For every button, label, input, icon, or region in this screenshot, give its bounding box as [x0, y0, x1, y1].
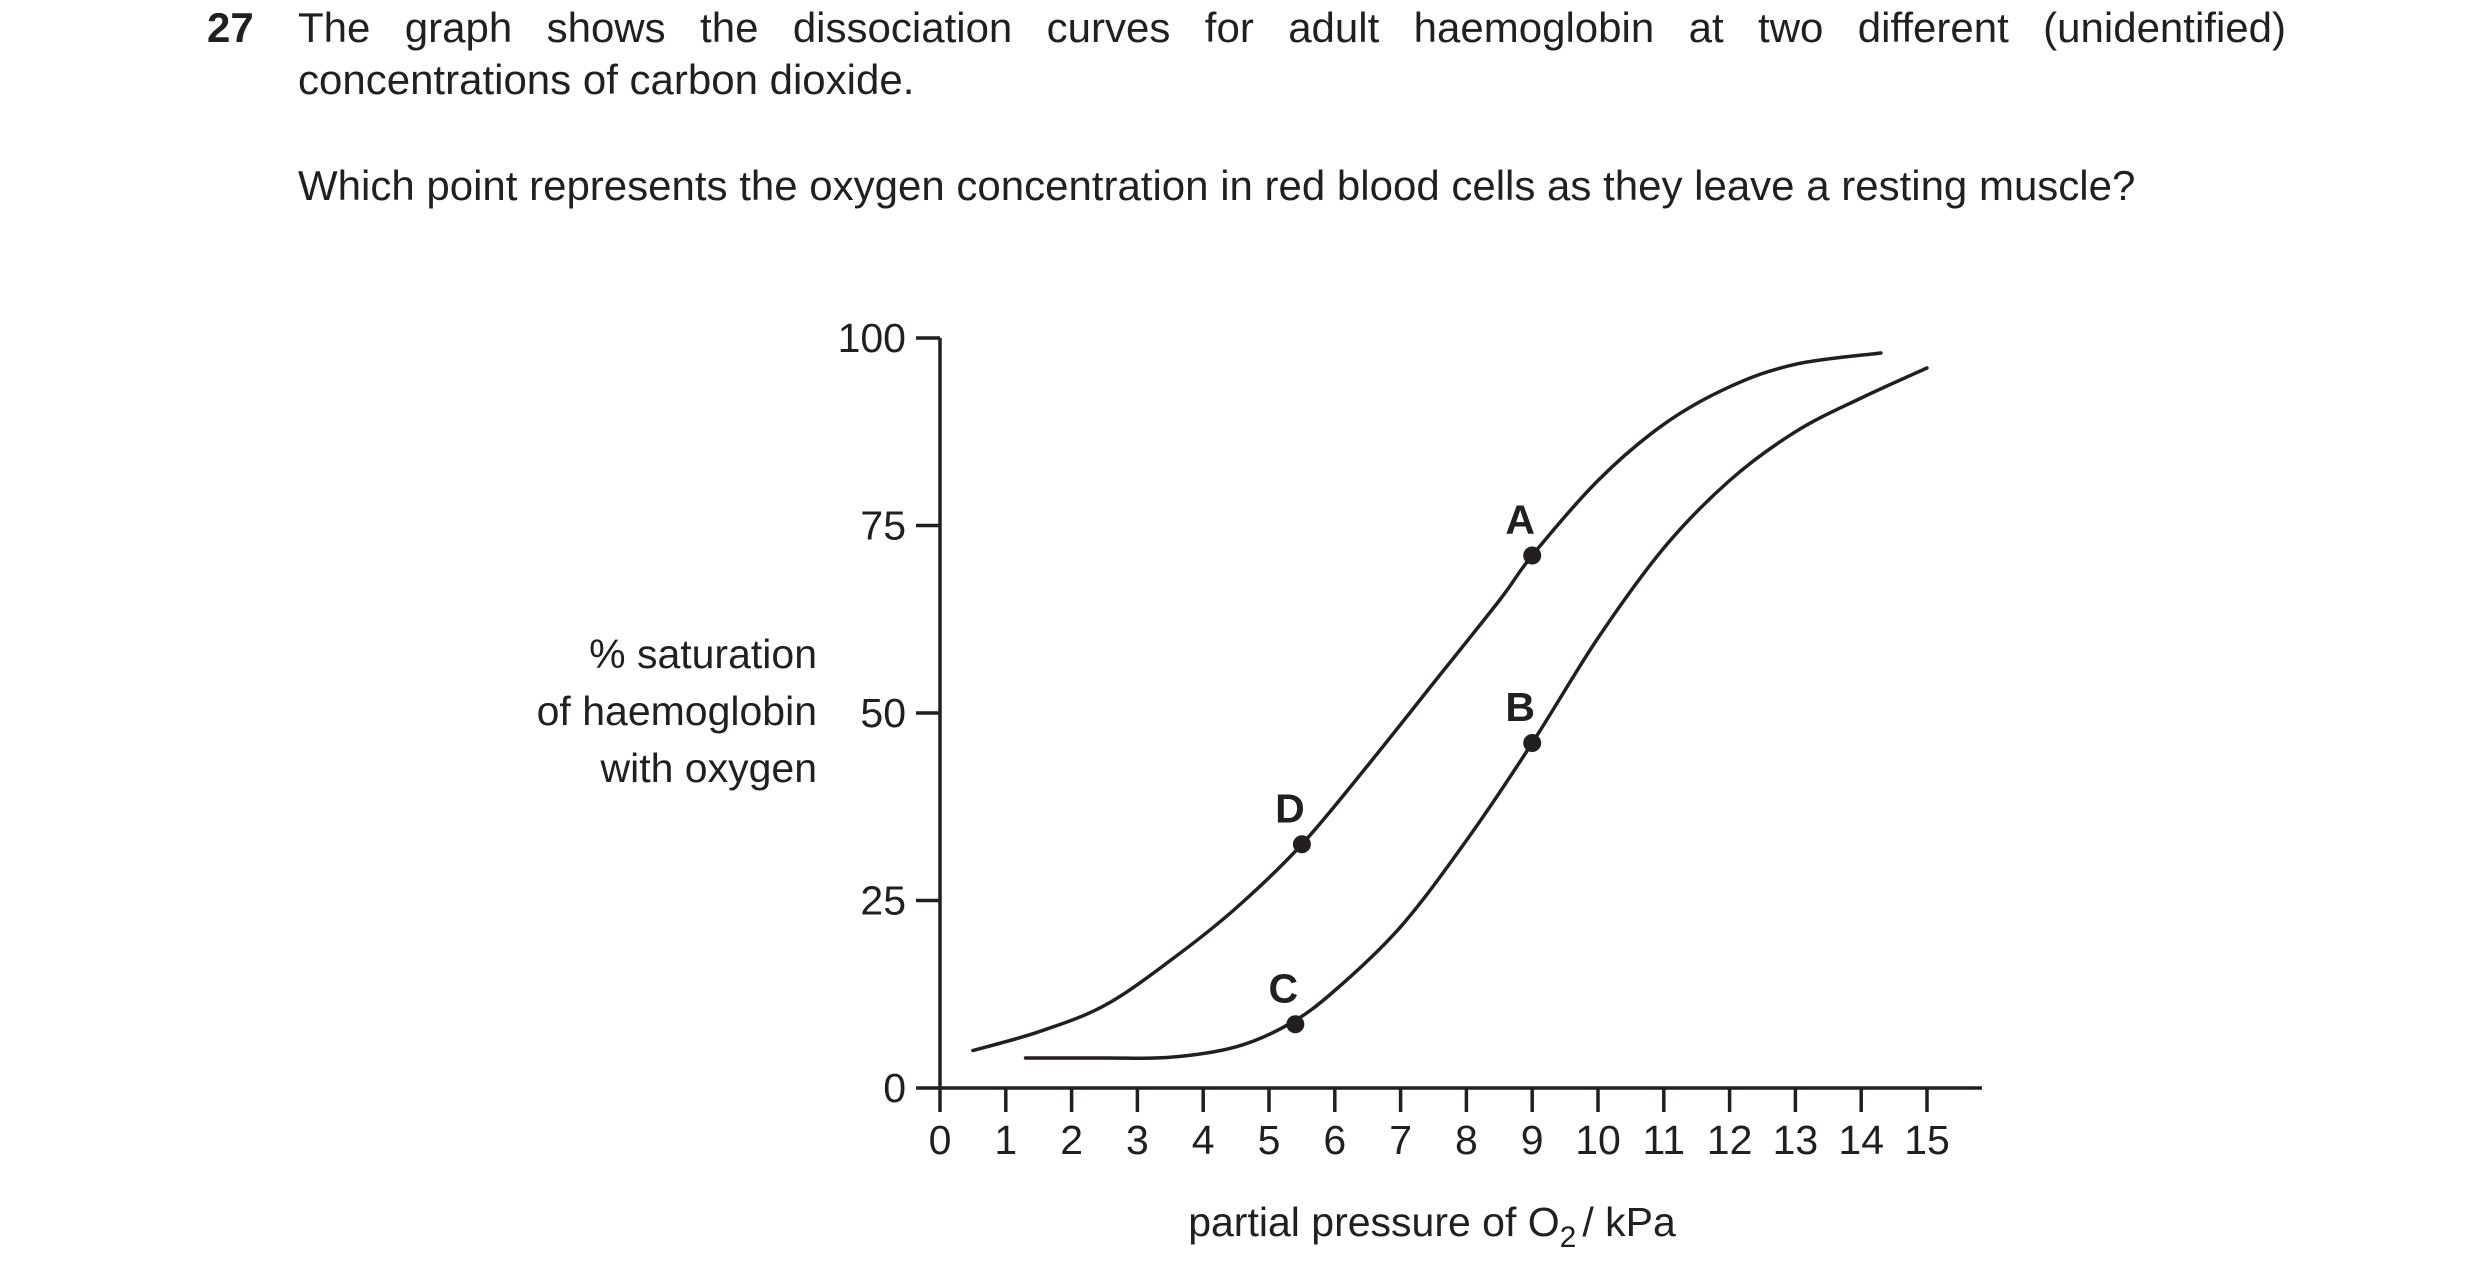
x-tick-label: 0 — [929, 1117, 952, 1163]
x-tick-label: 8 — [1455, 1117, 1478, 1163]
point-a — [1523, 546, 1542, 565]
y-tick-label: 50 — [860, 690, 906, 736]
x-tick-label: 6 — [1323, 1117, 1346, 1163]
x-tick-label: 9 — [1521, 1117, 1544, 1163]
question-number: 27 — [207, 4, 254, 51]
point-c — [1286, 1015, 1305, 1034]
point-label-b: B — [1505, 684, 1535, 730]
x-axis-label: partial pressure of O2/ kPa — [1188, 1199, 1676, 1254]
x-tick-label: 4 — [1192, 1117, 1215, 1163]
x-tick-label: 1 — [994, 1117, 1017, 1163]
x-tick-label: 11 — [1643, 1117, 1686, 1163]
curves — [971, 351, 1929, 1061]
question-intro: The graph shows the dissociation curves … — [298, 4, 2286, 103]
y-tick-label: 0 — [883, 1065, 906, 1111]
y-tick-label: 100 — [838, 315, 906, 361]
y-tick-label: 75 — [860, 503, 906, 549]
x-tick-label: 15 — [1904, 1117, 1950, 1163]
question-prompt: Which point represents the oxygen concen… — [298, 162, 2136, 209]
point-label-c: C — [1269, 965, 1299, 1011]
point-d — [1292, 835, 1311, 854]
point-label-d: D — [1275, 785, 1305, 831]
x-tick-label: 14 — [1838, 1117, 1884, 1163]
point-b — [1523, 734, 1542, 752]
x-tick-label: 7 — [1389, 1117, 1412, 1163]
curve-left — [971, 351, 1883, 1053]
x-tick-label: 10 — [1575, 1117, 1621, 1163]
x-tick-label: 3 — [1126, 1117, 1149, 1163]
x-tick-label: 2 — [1060, 1117, 1083, 1163]
curve-right — [1023, 366, 1929, 1061]
point-label-a: A — [1505, 497, 1535, 543]
x-tick-label: 13 — [1773, 1117, 1819, 1163]
points: A B C D — [1269, 497, 1542, 1034]
axis-labels: % saturation of haemoglobin with oxygen pa… — [537, 631, 1676, 1254]
x-tick-label: 5 — [1258, 1117, 1281, 1163]
x-tick-label: 12 — [1707, 1117, 1753, 1163]
y-tick-label: 25 — [860, 878, 906, 924]
y-axis-label: % saturation of haemoglobin with oxygen — [537, 631, 817, 791]
